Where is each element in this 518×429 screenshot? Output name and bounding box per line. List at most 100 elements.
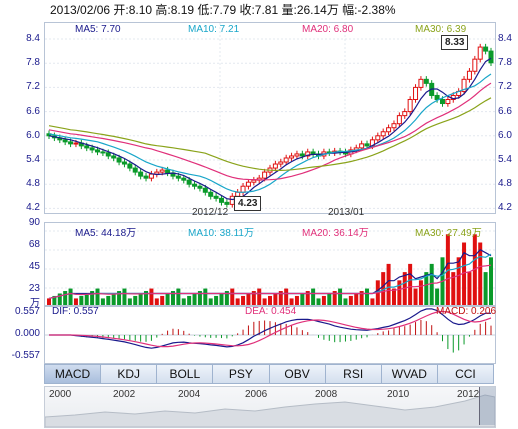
volume-bar <box>321 295 326 305</box>
year-2000: 2000 <box>49 389 72 400</box>
dea-label: DEA: 0.454 <box>245 306 297 317</box>
candle-body <box>386 127 392 133</box>
volume-y-tick-3: 23 <box>28 283 40 294</box>
tab-boll[interactable]: BOLL <box>157 364 214 384</box>
candle-body <box>380 131 386 137</box>
candle-body <box>391 123 397 129</box>
macd-chart-panel <box>44 306 496 364</box>
volume-bar <box>133 295 138 305</box>
candle-body <box>89 147 95 151</box>
candle-body <box>272 163 278 169</box>
volume-bar <box>289 298 294 305</box>
volume-bar <box>381 272 386 305</box>
x-label-2012-12: 2012/12 <box>192 207 229 218</box>
volume-bar <box>338 288 343 305</box>
volume-chart-panel <box>44 222 496 306</box>
tab-macd[interactable]: MACD <box>44 364 102 384</box>
tab-psy[interactable]: PSY <box>213 364 270 384</box>
candle-body <box>305 151 311 157</box>
price-y-tick-right-0: 8.4 <box>498 33 512 44</box>
candle-body <box>278 161 284 165</box>
volume-bar <box>181 298 186 305</box>
volume-bar <box>52 295 57 305</box>
tab-wvad[interactable]: WVAD <box>381 364 438 384</box>
volume-bar <box>424 272 429 305</box>
tab-cci[interactable]: CCI <box>437 364 494 384</box>
candle-body <box>407 99 413 113</box>
price-y-tick-left-7: 4.2 <box>26 202 40 214</box>
volume-bar <box>327 293 332 305</box>
volume-bar <box>391 288 396 305</box>
volume-y-tick-2: 45 <box>28 261 40 272</box>
volume-bar <box>359 291 364 305</box>
candle-body <box>186 179 192 185</box>
candle-body <box>375 135 381 141</box>
candle-body <box>148 173 154 179</box>
volume-bar <box>170 291 175 305</box>
ma30-line <box>48 97 492 171</box>
year-2010: 2010 <box>387 389 410 400</box>
volume-bar <box>343 298 348 305</box>
price-y-tick-right-6: 4.8 <box>498 178 512 190</box>
candle-body <box>165 169 171 174</box>
tab-obv[interactable]: OBV <box>269 364 326 384</box>
volume-bar <box>224 291 229 305</box>
candle-body <box>413 86 419 101</box>
volume-bar <box>246 293 251 305</box>
candle-body <box>175 175 181 179</box>
candle-body <box>262 171 268 179</box>
volume-bar <box>176 288 181 305</box>
candle-body <box>402 111 408 117</box>
candle-body <box>132 167 138 173</box>
candle-body <box>159 169 165 173</box>
volume-bar <box>273 293 278 305</box>
volume-bar <box>294 295 299 305</box>
volume-bar <box>127 298 132 305</box>
volume-bar <box>84 293 89 305</box>
ma10-line <box>48 73 492 193</box>
volume-y-tick-1: 68 <box>28 239 40 250</box>
year-2004: 2004 <box>178 389 201 400</box>
candle-body <box>466 70 472 80</box>
tab-rsi[interactable]: RSI <box>325 364 382 384</box>
volume-bar <box>418 280 423 305</box>
year-2012: 2012 <box>457 389 480 400</box>
volume-chart <box>45 230 495 305</box>
low-price-callout: 4.23 <box>234 196 262 211</box>
x-label-2013-01: 2013/01 <box>328 207 365 218</box>
candle-body <box>224 201 230 205</box>
volume-bar <box>111 293 116 305</box>
volume-bar <box>100 298 105 305</box>
volume-bar <box>154 298 159 305</box>
year-2008: 2008 <box>315 389 338 400</box>
volume-bar <box>192 293 197 305</box>
candle-body <box>181 177 187 181</box>
volume-bar <box>165 293 170 305</box>
candle-body <box>434 94 440 101</box>
timeline-range-handle[interactable] <box>479 387 495 425</box>
volume-bar <box>397 280 402 305</box>
candle-body <box>73 142 79 145</box>
volume-bar <box>268 295 272 305</box>
volume-bar <box>117 291 122 305</box>
timeline-overview[interactable]: 2000 2002 2004 2006 2008 2010 2012 <box>44 386 496 428</box>
volume-bar <box>462 242 467 305</box>
candle-body <box>445 99 451 105</box>
volume-bar <box>370 298 375 305</box>
candle-body <box>423 78 429 84</box>
volume-bar <box>57 293 62 305</box>
candle-body <box>488 50 494 64</box>
volume-bar <box>79 295 84 305</box>
candle-body <box>111 155 117 159</box>
volume-bar <box>413 288 418 305</box>
volume-bar <box>214 295 219 305</box>
candle-body <box>477 46 483 60</box>
dif-line <box>49 308 492 349</box>
price-ma5-label: MA5: 7.70 <box>75 24 121 35</box>
tab-kdj[interactable]: KDJ <box>101 364 158 384</box>
macd-y-tick-1: 0.000 <box>14 328 40 339</box>
price-y-tick-right-7: 4.2 <box>498 202 512 214</box>
price-y-tick-left-4: 6.0 <box>26 129 40 141</box>
price-chart <box>45 23 495 213</box>
volume-bar <box>144 291 149 305</box>
